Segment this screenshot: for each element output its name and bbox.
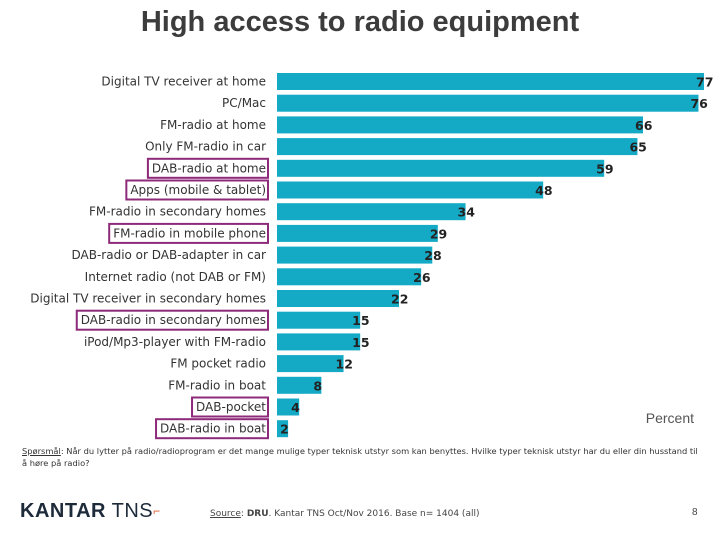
value-label-8: 28 [424, 248, 441, 263]
category-label-3: Only FM-radio in car [145, 140, 266, 154]
source-note: Source: DRU. Kantar TNS Oct/Nov 2016. Ba… [210, 509, 480, 519]
highlight-box-11 [75, 309, 269, 331]
bar-16 [277, 420, 289, 438]
value-label-1: 76 [690, 96, 708, 111]
bar-15 [277, 398, 300, 416]
kantar-tns-logo: KANTAR TNS⌐ [20, 500, 161, 523]
category-label-7: FM-radio in mobile phone [113, 226, 266, 240]
value-label-6: 34 [458, 205, 476, 220]
chart-title: High access to radio equipment [140, 6, 580, 38]
value-label-3: 65 [629, 140, 646, 155]
survey-question: Spørsmål: Når du lytter på radio/radiopr… [22, 445, 698, 469]
logo-mark-icon: ⌐ [153, 504, 161, 518]
category-label-12: iPod/Mp3-player with FM-radio [84, 335, 266, 349]
page-number: 8 [692, 507, 698, 518]
bar-12 [277, 333, 361, 351]
value-label-13: 12 [336, 357, 353, 372]
bar-7 [277, 224, 438, 242]
highlight-box-16 [155, 418, 269, 440]
bar-2 [277, 116, 643, 134]
category-label-13: FM pocket radio [170, 357, 266, 371]
question-text: : Når du lytter på radio/radioprogram er… [22, 446, 698, 468]
bar-0 [277, 73, 704, 90]
value-label-9: 26 [413, 270, 431, 285]
category-label-10: Digital TV receiver in secondary homes [30, 292, 266, 306]
value-label-7: 29 [430, 226, 447, 241]
logo-part-b: TNS [105, 500, 154, 522]
bar-6 [277, 203, 466, 221]
value-label-16: 2 [280, 422, 289, 437]
highlight-box-15 [191, 396, 269, 418]
value-label-10: 22 [391, 292, 408, 307]
category-label-6: FM-radio in secondary homes [89, 205, 266, 219]
bar-5 [277, 181, 544, 199]
value-label-0: 77 [696, 75, 713, 90]
bar-8 [277, 246, 433, 264]
value-label-2: 66 [635, 118, 653, 133]
logo-part-a: KANTAR [20, 500, 106, 522]
bar-11 [277, 311, 361, 329]
value-label-15: 4 [291, 400, 300, 415]
category-label-0: Digital TV receiver at home [101, 75, 266, 89]
category-label-2: FM-radio at home [160, 118, 266, 132]
source-text: . Kantar TNS Oct/Nov 2016. Base n= 1404 … [268, 509, 480, 519]
source-label: Source [210, 509, 241, 519]
bar-9 [277, 268, 422, 286]
highlight-box-7 [108, 222, 269, 244]
category-label-5: Apps (mobile & tablet) [130, 183, 266, 197]
category-label-14: FM-radio in boat [168, 378, 266, 392]
highlight-box-5 [125, 179, 269, 201]
bar-13 [277, 355, 344, 373]
value-label-14: 8 [313, 378, 322, 393]
category-label-8: DAB-radio or DAB-adapter in car [71, 248, 266, 262]
category-label-9: Internet radio (not DAB or FM) [85, 270, 266, 284]
bar-3 [277, 138, 638, 156]
category-label-1: PC/Mac [222, 96, 266, 110]
bar-10 [277, 290, 399, 307]
bar-chart: Digital TV receiver at home 77 PC/Mac 76 FM-… [30, 73, 713, 440]
value-label-11: 15 [352, 313, 369, 328]
source-org: DRU [246, 509, 269, 519]
bar-1 [277, 94, 699, 112]
bar-14 [277, 376, 322, 394]
value-label-12: 15 [352, 335, 369, 350]
category-label-15: DAB-pocket [196, 400, 266, 414]
highlight-box-4 [146, 157, 269, 179]
category-label-16: DAB-radio in boat [160, 422, 266, 436]
value-label-4: 59 [596, 161, 613, 176]
category-label-11: DAB-radio in secondary homes [81, 313, 266, 327]
bar-4 [277, 159, 605, 177]
category-label-4: DAB-radio at home [152, 161, 266, 175]
unit-label: Percent [645, 410, 694, 426]
value-label-5: 48 [535, 183, 552, 198]
question-label: Spørsmål [22, 446, 61, 456]
